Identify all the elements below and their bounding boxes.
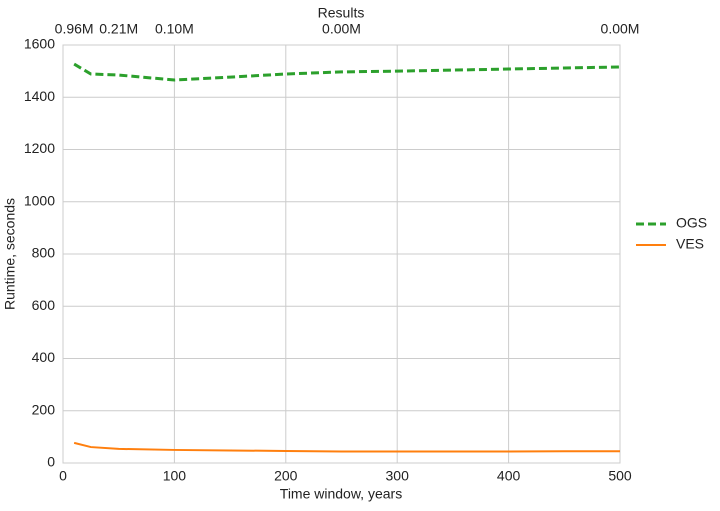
- top-axis-label: Results: [318, 5, 365, 21]
- x-tick-label: 500: [608, 468, 632, 484]
- y-tick-label: 0: [47, 454, 55, 470]
- top-tick-label: 0.10M: [155, 21, 194, 37]
- x-axis-label: Time window, years: [280, 486, 402, 502]
- y-tick-label: 1000: [24, 192, 55, 208]
- x-tick-label: 100: [163, 468, 187, 484]
- y-tick-label: 600: [32, 297, 56, 313]
- plot-frame: [62, 44, 621, 464]
- x-tick-label: 0: [59, 468, 67, 484]
- x-tick-label: 200: [274, 468, 298, 484]
- x-tick-label: 300: [386, 468, 410, 484]
- y-tick-label: 200: [32, 401, 56, 417]
- top-tick-label: 0.00M: [322, 21, 361, 37]
- y-tick-label: 400: [32, 349, 56, 365]
- top-tick-label: 0.21M: [99, 21, 138, 37]
- x-tick-label: 400: [497, 468, 521, 484]
- y-tick-label: 1200: [24, 140, 55, 156]
- series-line: [73, 62, 621, 82]
- legend-label: VES: [676, 236, 704, 252]
- top-tick-label: 0.96M: [55, 21, 94, 37]
- top-tick-label: 0.00M: [601, 21, 640, 37]
- y-tick-label: 800: [32, 245, 56, 261]
- legend-label: OGS: [676, 215, 707, 231]
- y-axis-label: Runtime, seconds: [2, 198, 18, 310]
- series-line: [73, 441, 620, 453]
- y-tick-label: 1600: [24, 36, 55, 52]
- y-tick-label: 1400: [24, 88, 55, 104]
